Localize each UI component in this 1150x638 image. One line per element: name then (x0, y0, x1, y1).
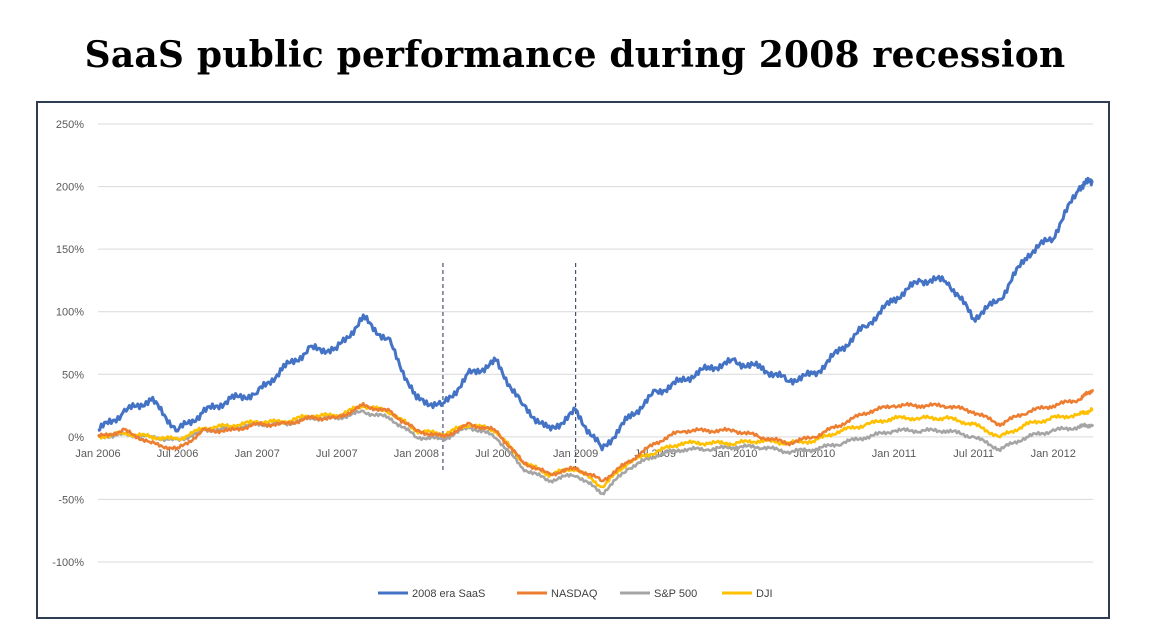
chart-title: SaaS public performance during 2008 rece… (84, 34, 1066, 76)
x-tick-label: Jul 2011 (953, 448, 994, 460)
x-tick-label: Jul 2007 (316, 448, 358, 460)
legend-label: NASDAQ (551, 588, 598, 600)
series-line (97, 404, 1094, 489)
x-tick-label: Jan 2007 (235, 448, 280, 460)
x-tick-label: Jul 2006 (157, 448, 199, 460)
x-tick-label: Jan 2012 (1031, 448, 1076, 460)
x-tick-label: Jan 2006 (75, 448, 120, 460)
y-tick-label: 200% (56, 182, 84, 194)
x-tick-label: Jul 2008 (475, 448, 517, 460)
y-tick-label: 150% (56, 244, 84, 256)
legend-label: 2008 era SaaS (412, 588, 485, 600)
y-tick-label: 0% (68, 432, 84, 444)
legend-label: DJI (756, 588, 773, 600)
series-line (97, 388, 1095, 483)
y-tick-label: 50% (62, 369, 84, 381)
y-tick-label: -50% (58, 494, 84, 506)
x-tick-label: Jan 2011 (872, 448, 916, 460)
x-tick-label: Jan 2010 (712, 448, 757, 460)
series-line (97, 176, 1094, 452)
y-tick-label: -100% (52, 557, 84, 569)
x-tick-label: Jan 2008 (394, 448, 439, 460)
y-tick-label: 100% (56, 307, 84, 319)
y-tick-label: 250% (56, 119, 84, 131)
chart-frame (36, 101, 1110, 619)
legend-label: S&P 500 (654, 588, 697, 600)
